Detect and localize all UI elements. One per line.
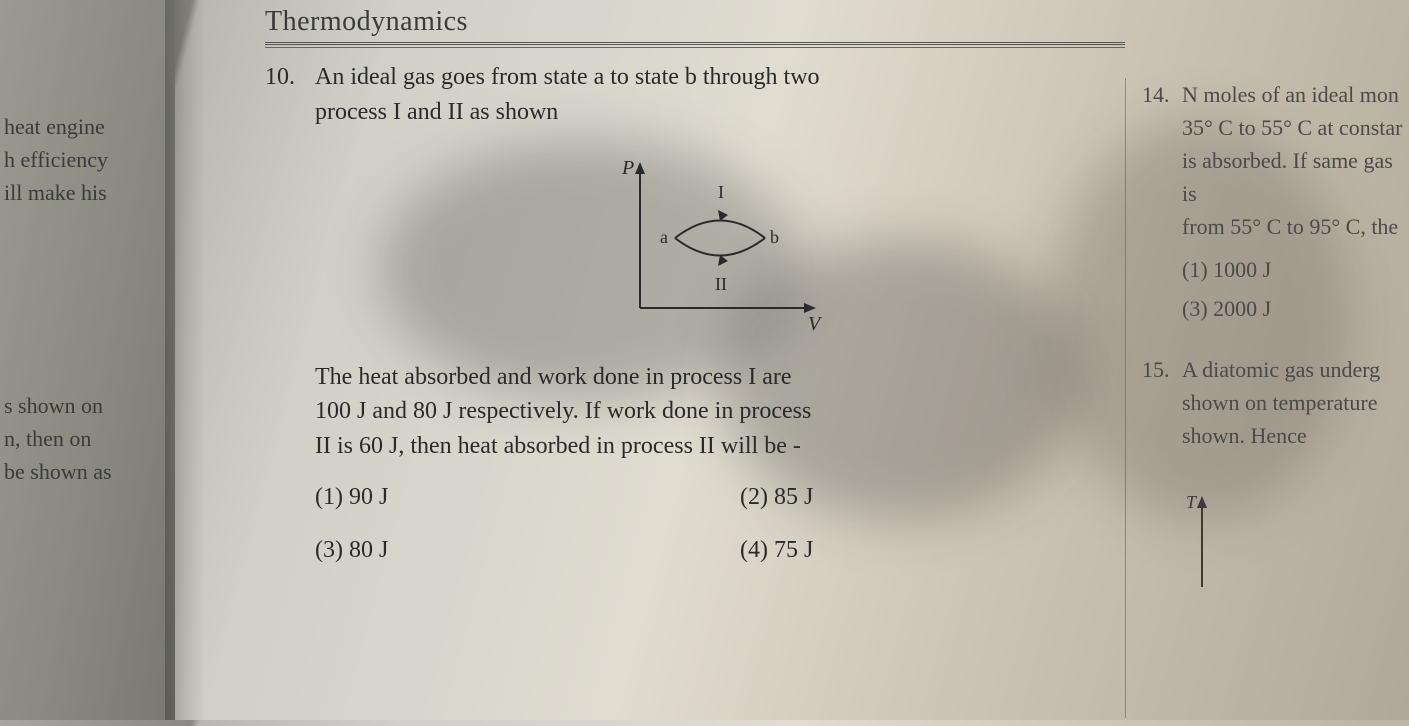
option-4: (4) 75 J	[740, 533, 1125, 568]
main-column: Thermodynamics 10. An ideal gas goes fro…	[265, 6, 1125, 726]
option-3: (3) 80 J	[315, 533, 700, 568]
question-text: N moles of an ideal mon	[1182, 78, 1409, 111]
frag-text: h efficiency	[4, 143, 167, 176]
y-axis-label: P	[621, 157, 634, 179]
y-axis-arrow-icon	[635, 162, 645, 174]
path-II	[675, 238, 765, 256]
option-2: (2) 85 J	[740, 480, 1125, 515]
question-number: 10.	[265, 60, 301, 568]
point-b-label: b	[770, 227, 779, 247]
path-II-arrow-icon	[718, 255, 728, 266]
frag-text: ill make his	[4, 176, 167, 209]
book-spine-shadow	[165, 0, 205, 720]
question-text: shown. Hence	[1182, 419, 1380, 452]
x-axis-arrow-icon	[804, 303, 816, 313]
question-text: from 55° C to 95° C, the	[1182, 210, 1409, 243]
x-axis-label: V	[808, 313, 823, 335]
question-text: II is 60 J, then heat absorbed in proces…	[315, 429, 1125, 464]
path-I-label: I	[718, 182, 724, 202]
option-1: (1) 90 J	[315, 480, 700, 515]
q15-axis-label: T	[1186, 492, 1198, 512]
question-text: An ideal gas goes from state a to state …	[315, 60, 1125, 95]
question-text: 100 J and 80 J respectively. If work don…	[315, 394, 1125, 429]
y-axis-arrow-icon	[1197, 496, 1207, 508]
path-I-arrow-icon	[718, 210, 728, 221]
question-text: is absorbed. If same gas is	[1182, 144, 1409, 210]
chapter-title: Thermodynamics	[265, 6, 1125, 45]
right-column: 14. N moles of an ideal mon 35° C to 55°…	[1125, 78, 1409, 718]
q15-diagram: T	[1182, 492, 1302, 602]
left-page-fragment: heat engine h efficiency ill make his s …	[0, 0, 175, 720]
question-number: 15.	[1142, 353, 1172, 611]
question-text: 35° C to 55° C at constar	[1182, 111, 1409, 144]
pv-diagram: P V a b I II	[600, 148, 840, 338]
pv-diagram-wrap: P V a b I II	[315, 148, 1125, 338]
option-1: (1) 1000 J	[1182, 253, 1409, 286]
option-3: (3) 2000 J	[1182, 292, 1409, 325]
frag-text: be shown as	[4, 455, 167, 488]
question-number: 14.	[1142, 78, 1172, 331]
path-II-label: II	[715, 274, 727, 294]
question-text: process I and II as shown	[315, 95, 1125, 130]
question-14: 14. N moles of an ideal mon 35° C to 55°…	[1142, 78, 1409, 331]
point-a-label: a	[660, 227, 668, 247]
question-text: The heat absorbed and work done in proce…	[315, 360, 1125, 395]
question-text: A diatomic gas underg	[1182, 353, 1380, 386]
frag-text: n, then on	[4, 422, 167, 455]
frag-text: s shown on	[4, 389, 167, 422]
title-underline	[265, 47, 1125, 48]
question-10: 10. An ideal gas goes from state a to st…	[265, 60, 1125, 568]
path-I	[675, 220, 765, 238]
frag-text: heat engine	[4, 110, 167, 143]
question-text: shown on temperature	[1182, 386, 1380, 419]
options-grid: (1) 90 J (2) 85 J (3) 80 J (4) 75 J	[315, 480, 1125, 568]
question-15: 15. A diatomic gas underg shown on tempe…	[1142, 353, 1409, 611]
